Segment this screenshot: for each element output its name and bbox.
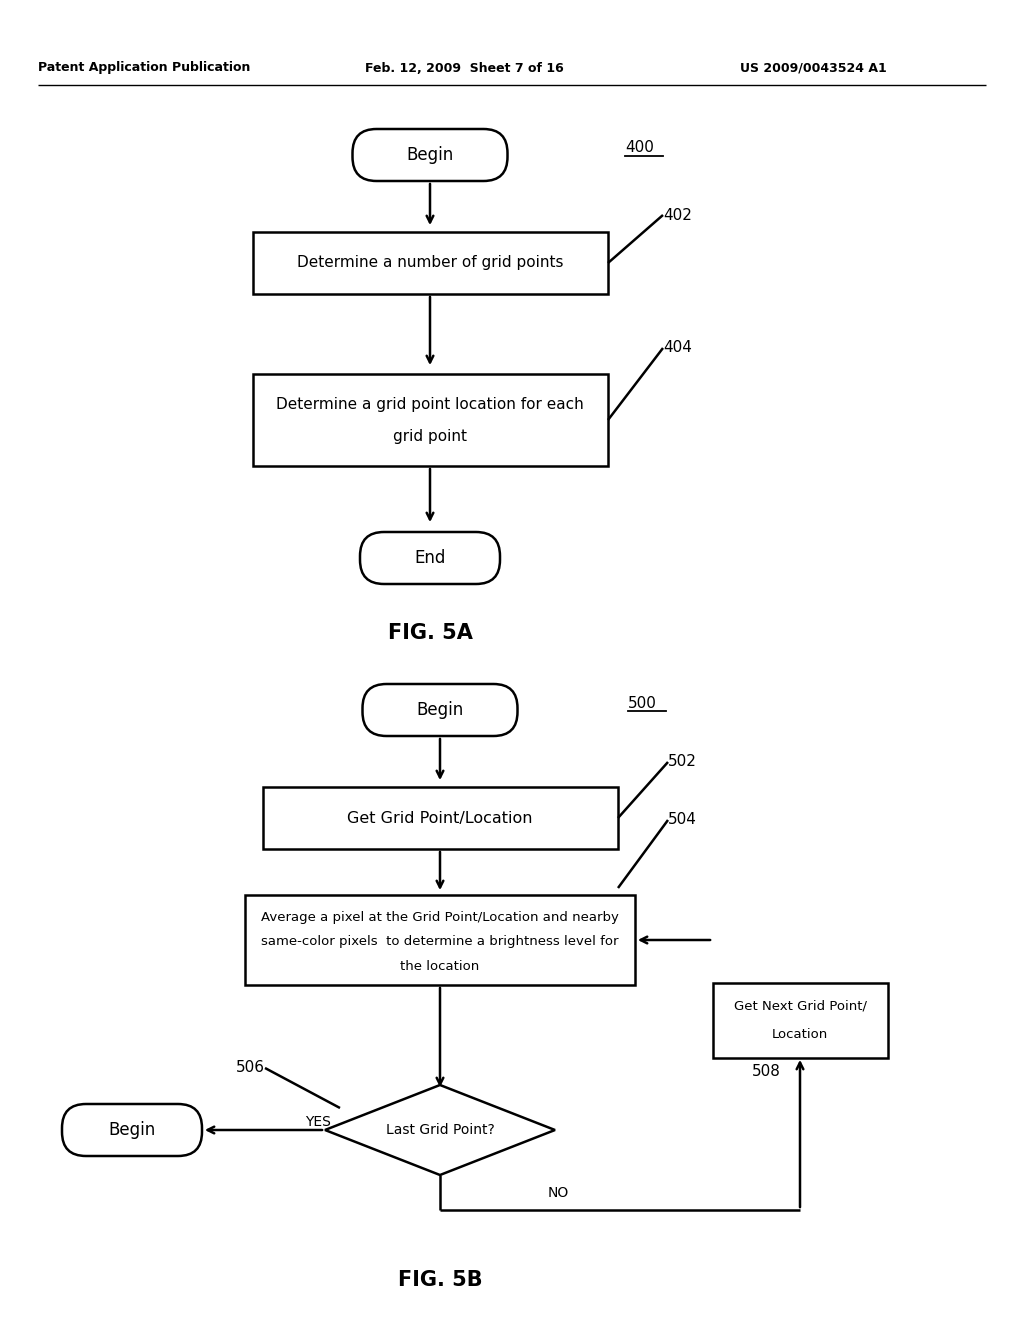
Text: FIG. 5A: FIG. 5A <box>387 623 472 643</box>
Text: End: End <box>415 549 445 568</box>
Text: 502: 502 <box>668 755 697 770</box>
Text: Determine a number of grid points: Determine a number of grid points <box>297 256 563 271</box>
Text: same-color pixels  to determine a brightness level for: same-color pixels to determine a brightn… <box>261 936 618 949</box>
Text: 506: 506 <box>236 1060 265 1076</box>
Text: the location: the location <box>400 960 479 973</box>
Text: 508: 508 <box>752 1064 781 1080</box>
Text: YES: YES <box>305 1115 331 1129</box>
Text: Get Grid Point/Location: Get Grid Point/Location <box>347 810 532 825</box>
Text: FIG. 5B: FIG. 5B <box>397 1270 482 1290</box>
Text: NO: NO <box>548 1185 569 1200</box>
Bar <box>253 374 607 466</box>
Text: Begin: Begin <box>407 147 454 164</box>
Text: Feb. 12, 2009  Sheet 7 of 16: Feb. 12, 2009 Sheet 7 of 16 <box>365 62 564 74</box>
FancyBboxPatch shape <box>360 532 500 583</box>
Text: US 2009/0043524 A1: US 2009/0043524 A1 <box>740 62 887 74</box>
Bar <box>245 895 635 985</box>
Polygon shape <box>325 1085 555 1175</box>
Text: Patent Application Publication: Patent Application Publication <box>38 62 251 74</box>
FancyBboxPatch shape <box>62 1104 202 1156</box>
Text: Determine a grid point location for each: Determine a grid point location for each <box>276 396 584 412</box>
Bar <box>713 982 888 1057</box>
Text: Last Grid Point?: Last Grid Point? <box>386 1123 495 1137</box>
Text: 400: 400 <box>625 140 654 156</box>
FancyBboxPatch shape <box>362 684 517 737</box>
Bar <box>253 232 607 294</box>
Bar <box>262 787 617 849</box>
Text: 402: 402 <box>663 207 692 223</box>
Text: Begin: Begin <box>417 701 464 719</box>
Text: Begin: Begin <box>109 1121 156 1139</box>
Text: Location: Location <box>772 1027 828 1040</box>
Text: grid point: grid point <box>393 429 467 444</box>
Text: 500: 500 <box>628 696 656 710</box>
Text: Average a pixel at the Grid Point/Location and nearby: Average a pixel at the Grid Point/Locati… <box>261 912 618 924</box>
Text: 504: 504 <box>668 813 697 828</box>
FancyBboxPatch shape <box>352 129 508 181</box>
Text: Get Next Grid Point/: Get Next Grid Point/ <box>733 999 866 1012</box>
Text: 404: 404 <box>663 341 692 355</box>
